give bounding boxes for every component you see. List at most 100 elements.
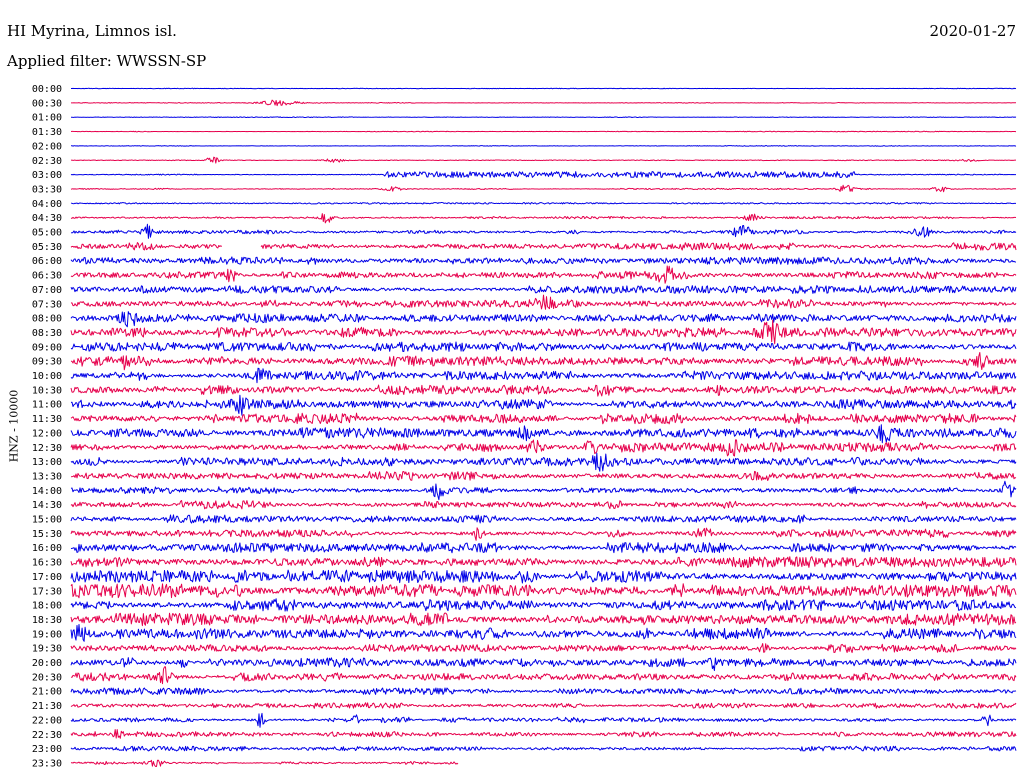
time-tick-label: 04:30 xyxy=(32,213,62,224)
time-tick-label: 17:00 xyxy=(32,572,62,583)
trace-row-1730 xyxy=(70,583,1017,599)
time-tick-label: 05:30 xyxy=(32,242,62,253)
trace-row-0000 xyxy=(70,87,1017,90)
time-tick-label: 12:30 xyxy=(32,443,62,454)
trace-row-0030 xyxy=(70,99,1017,107)
trace-row-1600 xyxy=(70,542,1017,554)
time-tick-label: 10:30 xyxy=(32,385,62,396)
time-tick-label: 16:30 xyxy=(32,558,62,569)
trace-row-0430 xyxy=(70,213,1017,224)
trace-row-1330 xyxy=(70,470,1017,482)
trace-row-0700 xyxy=(70,284,1017,295)
trace-row-0330 xyxy=(70,184,1017,193)
time-tick-label: 11:30 xyxy=(32,414,62,425)
time-tick-label: 15:30 xyxy=(32,529,62,540)
trace-row-1500 xyxy=(70,514,1017,524)
time-tick-label: 09:00 xyxy=(32,342,62,353)
time-tick-label: 23:00 xyxy=(32,744,62,755)
trace-row-1100 xyxy=(70,394,1017,416)
time-tick-label: 05:00 xyxy=(32,228,62,239)
trace-row-0800 xyxy=(70,311,1017,328)
time-tick-label: 06:30 xyxy=(32,271,62,282)
trace-row-0130 xyxy=(70,130,1017,133)
time-tick-label: 01:00 xyxy=(32,113,62,124)
trace-row-1630 xyxy=(70,556,1017,568)
time-tick-label: 20:30 xyxy=(32,672,62,683)
trace-row-1130 xyxy=(70,412,1017,425)
time-tick-label: 23:30 xyxy=(32,758,62,769)
time-tick-label: 13:00 xyxy=(32,457,62,468)
filter-label: Applied filter: WWSSN-SP xyxy=(7,52,207,70)
trace-row-0300 xyxy=(70,171,1017,179)
time-tick-label: 14:00 xyxy=(32,486,62,497)
trace-row-2200 xyxy=(70,712,1017,728)
time-tick-label: 21:00 xyxy=(32,687,62,698)
trace-row-1830 xyxy=(70,612,1017,627)
trace-row-0500 xyxy=(70,223,1017,239)
time-tick-label: 06:00 xyxy=(32,256,62,267)
trace-row-1800 xyxy=(70,598,1017,612)
trace-row-2330 xyxy=(70,759,459,767)
time-tick-label: 09:30 xyxy=(32,357,62,368)
trace-row-2230 xyxy=(70,729,1017,739)
time-tick-label: 22:30 xyxy=(32,730,62,741)
time-tick-label: 03:30 xyxy=(32,184,62,195)
trace-row-1530 xyxy=(70,527,1017,541)
trace-row-0900 xyxy=(70,341,1017,353)
time-tick-label: 22:00 xyxy=(32,715,62,726)
time-tick-label: 02:00 xyxy=(32,141,62,152)
time-tick-label: 13:30 xyxy=(32,471,62,482)
time-tick-label: 20:00 xyxy=(32,658,62,669)
trace-row-1300 xyxy=(70,452,1017,472)
trace-row-0730 xyxy=(70,294,1017,310)
trace-row-0200 xyxy=(70,145,1017,147)
trace-row-1430 xyxy=(70,500,1017,510)
trace-row-0100 xyxy=(70,116,1017,119)
trace-row-1000 xyxy=(70,367,1017,384)
trace-row-2130 xyxy=(70,702,1017,709)
time-tick-label: 07:00 xyxy=(32,285,62,296)
time-tick-label: 08:00 xyxy=(32,314,62,325)
time-tick-label: 16:00 xyxy=(32,543,62,554)
time-tick-label: 18:00 xyxy=(32,601,62,612)
time-tick-label: 19:30 xyxy=(32,644,62,655)
time-tick-label: 10:00 xyxy=(32,371,62,382)
time-tick-label: 14:30 xyxy=(32,500,62,511)
trace-row-2100 xyxy=(70,687,1017,695)
time-tick-label: 04:00 xyxy=(32,199,62,210)
trace-row-0630 xyxy=(70,265,1017,284)
time-tick-label: 15:00 xyxy=(32,515,62,526)
time-tick-label: 03:00 xyxy=(32,170,62,181)
trace-row-0600 xyxy=(70,256,1017,265)
trace-row-0930 xyxy=(70,351,1017,371)
trace-row-2000 xyxy=(70,657,1017,672)
station-title: HI Myrina, Limnos isl. xyxy=(7,22,177,40)
trace-row-2030 xyxy=(70,666,1017,685)
trace-row-1200 xyxy=(70,424,1017,444)
trace-row-1230 xyxy=(70,439,1017,457)
time-tick-label: 11:00 xyxy=(32,400,62,411)
trace-row-0830 xyxy=(70,319,1017,345)
trace-row-1900 xyxy=(70,624,1017,642)
time-tick-label: 17:30 xyxy=(32,586,62,597)
time-tick-label: 07:30 xyxy=(32,299,62,310)
time-tick-label: 01:30 xyxy=(32,127,62,138)
time-tick-label: 21:30 xyxy=(32,701,62,712)
time-tick-label: 08:30 xyxy=(32,328,62,339)
trace-row-1030 xyxy=(70,384,1017,397)
trace-row-1930 xyxy=(70,643,1017,654)
trace-row-0530 xyxy=(70,242,1017,251)
time-tick-label: 00:00 xyxy=(32,84,62,95)
time-tick-label: 12:00 xyxy=(32,428,62,439)
time-tick-label: 18:30 xyxy=(32,615,62,626)
trace-row-0400 xyxy=(70,202,1017,205)
time-tick-label: 19:00 xyxy=(32,629,62,640)
trace-row-2300 xyxy=(70,745,1017,752)
trace-row-0230 xyxy=(70,156,1017,164)
trace-row-1400 xyxy=(70,480,1017,501)
time-tick-label: 00:30 xyxy=(32,98,62,109)
time-tick-label: 02:30 xyxy=(32,156,62,167)
record-date: 2020-01-27 xyxy=(929,22,1016,40)
trace-row-1700 xyxy=(70,569,1017,584)
